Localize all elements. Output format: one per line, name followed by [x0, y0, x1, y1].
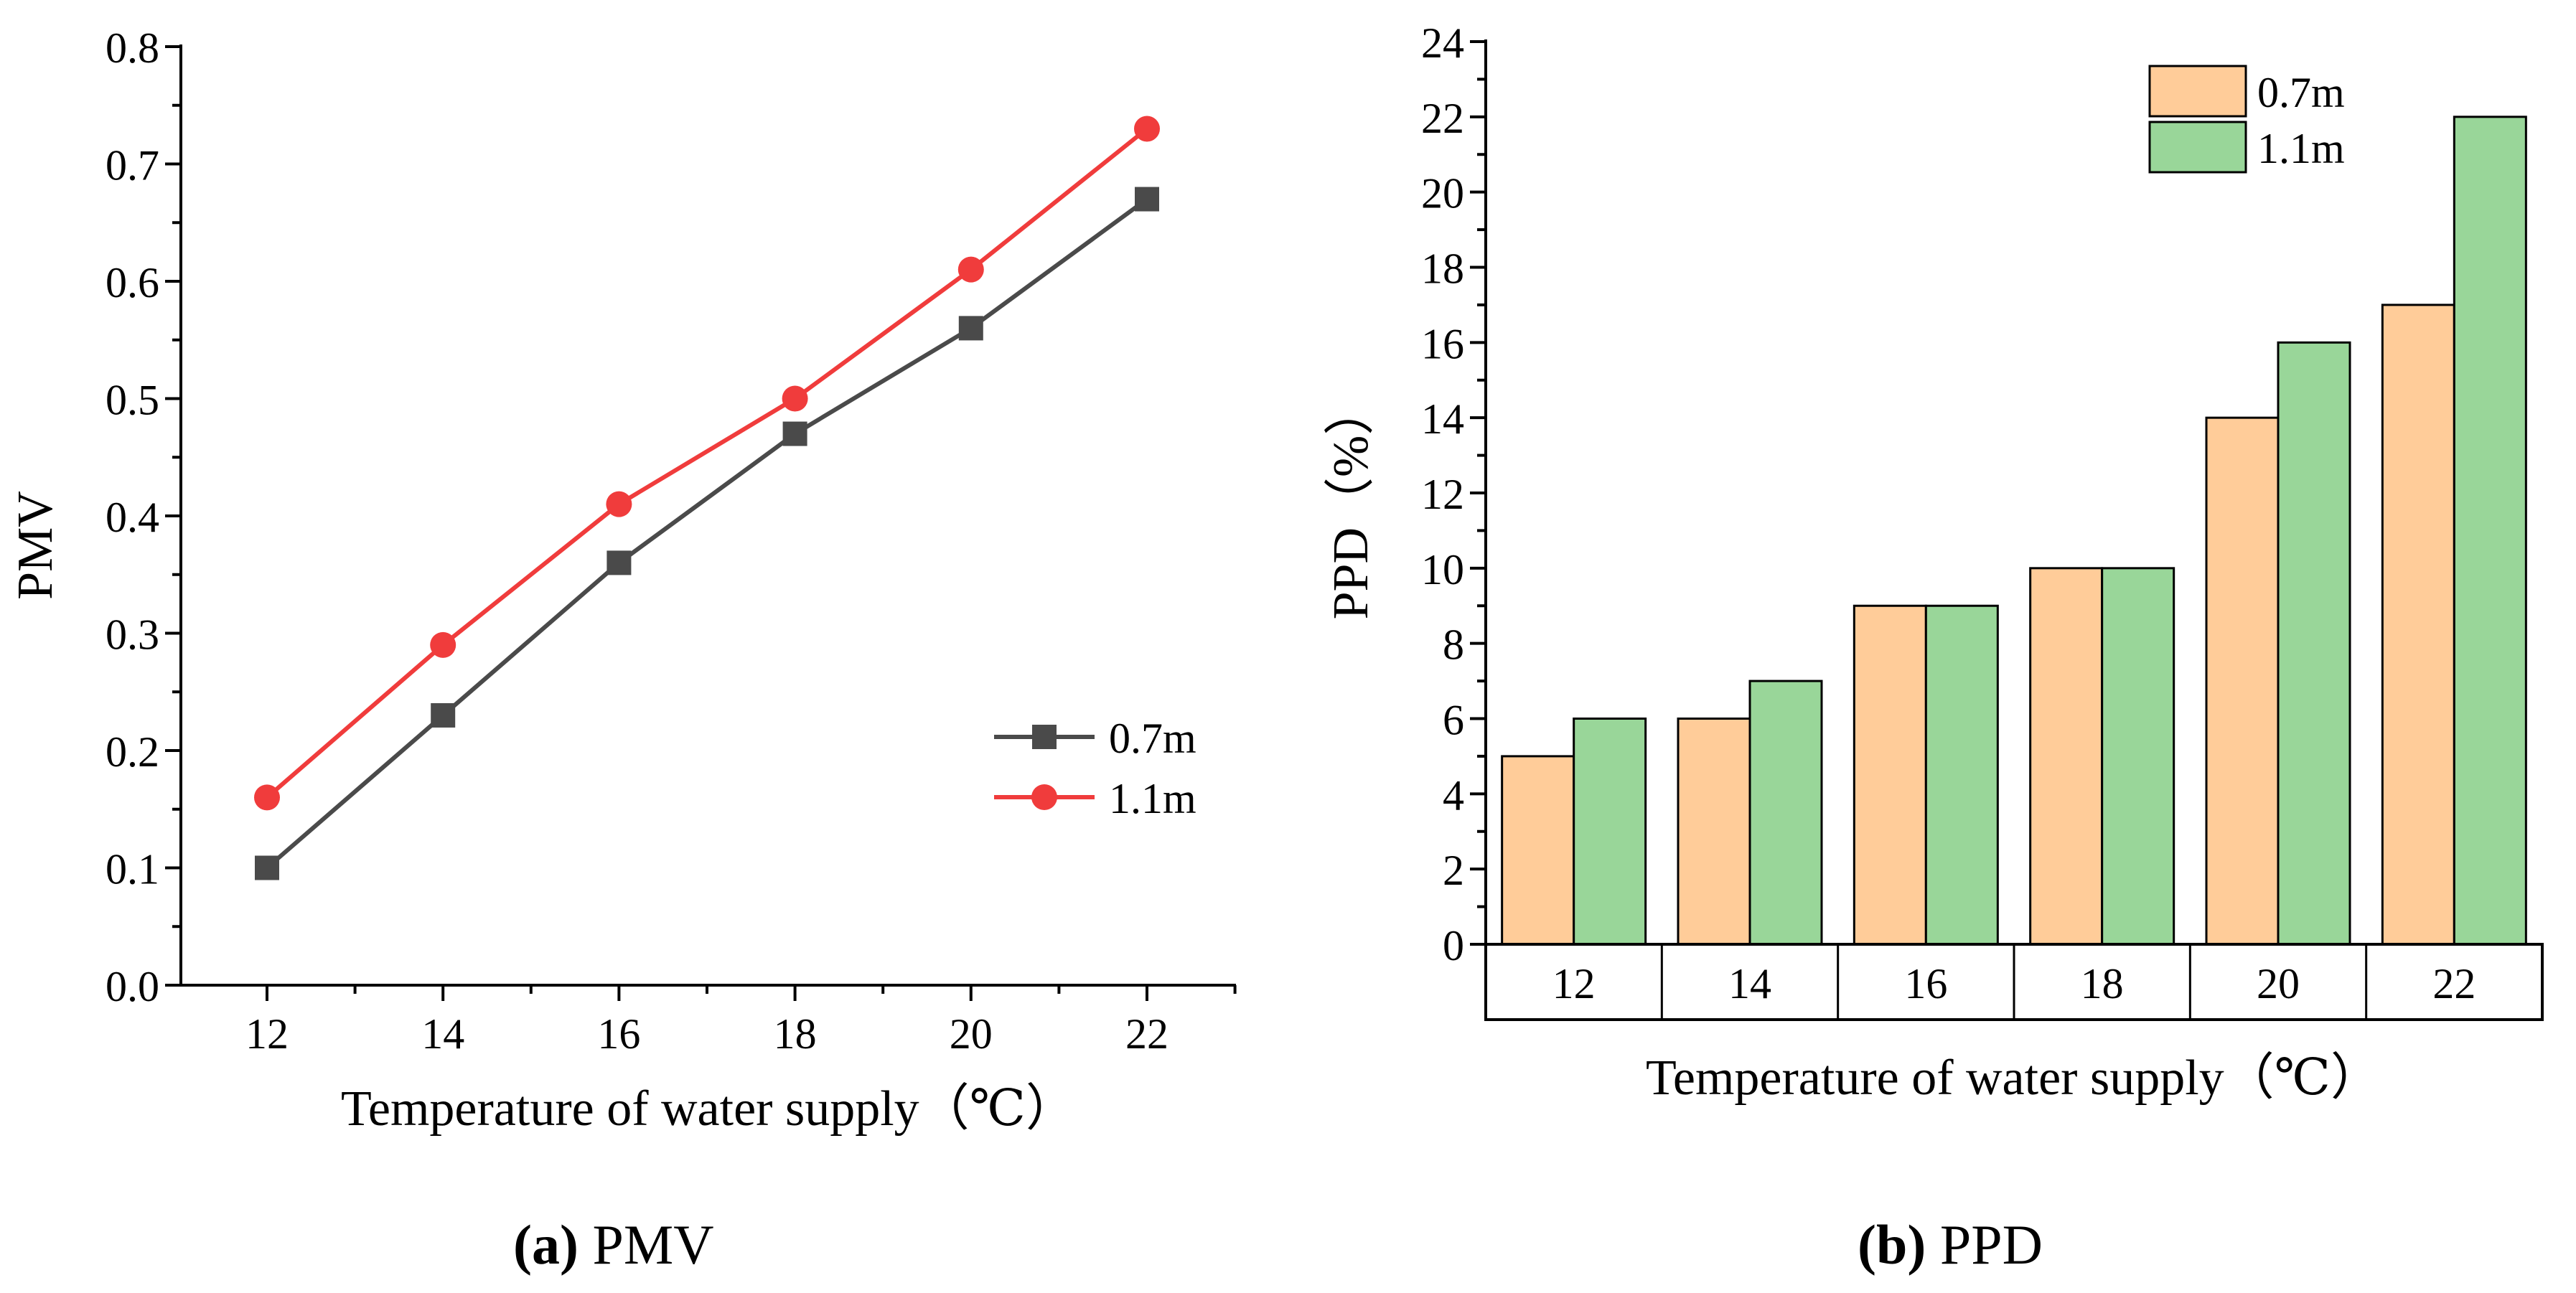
- x-tick-label: 18: [774, 1010, 817, 1058]
- bar-1.1m-12: [1573, 718, 1647, 946]
- data-point-1.1m: [957, 256, 984, 283]
- pmv-line-chart: 0.0 0.1 0.2 0.3 0.4 0.5 0.6 0.7 0.8 12 14 16 18 20 22 T…: [8, 24, 1237, 1137]
- y-tick-label: 8: [1443, 621, 1464, 669]
- y-tick-label: 2: [1443, 847, 1464, 894]
- legend-swatch-1.1m: [2148, 121, 2247, 174]
- x-tick-label: 16: [1904, 960, 1947, 1007]
- bar-0.7m-22: [2381, 304, 2455, 946]
- caption-a-letter: (a): [513, 1213, 579, 1276]
- bar-0.7m-16: [1853, 604, 1927, 946]
- series-line-0.7m: [266, 197, 1148, 870]
- y-tick-label: 10: [1421, 546, 1464, 593]
- bar-1.1m-22: [2453, 116, 2527, 946]
- x-tick-label: 20: [950, 1010, 993, 1058]
- legend-marker-1.1m: [1031, 784, 1057, 810]
- x-tick-label: 14: [421, 1010, 464, 1058]
- caption-a: (a) PMV: [513, 1213, 714, 1277]
- legend-label: 1.1m: [1109, 775, 1196, 822]
- data-point-0.7m: [431, 702, 456, 728]
- x-tick-label: 12: [245, 1010, 289, 1058]
- x-tick-label: 18: [2081, 960, 2124, 1007]
- y-tick-label: 14: [1421, 395, 1464, 443]
- y-tick-label: 18: [1421, 245, 1464, 293]
- y-tick-label: 6: [1443, 697, 1464, 744]
- bar-0.7m-12: [1501, 755, 1575, 946]
- y-tick-label: 0.6: [106, 259, 159, 306]
- x-tick-label: 12: [1552, 960, 1596, 1007]
- data-point-1.1m: [1134, 116, 1160, 142]
- x-tick-label: 22: [1125, 1010, 1168, 1058]
- y-axis-title: PPD（%）: [1324, 385, 1379, 620]
- y-tick-label: 0.0: [106, 963, 159, 1010]
- legend-label: 0.7m: [2257, 69, 2345, 116]
- legend-label: 0.7m: [1109, 715, 1196, 762]
- y-tick-label: 4: [1443, 771, 1464, 819]
- legend-marker-0.7m: [1032, 725, 1057, 749]
- series-line-1.1m: [266, 127, 1148, 799]
- x-tick-label: 22: [2432, 960, 2476, 1007]
- x-axis-title: Temperature of water supply（℃）: [341, 1081, 1076, 1137]
- x-tick-label: 20: [2257, 960, 2300, 1007]
- x-tick-label: 14: [1728, 960, 1771, 1007]
- bar-1.1m-18: [2101, 567, 2175, 946]
- data-point-0.7m: [606, 550, 632, 575]
- legend-swatch-0.7m: [2148, 65, 2247, 118]
- y-tick-label: 0.2: [106, 728, 159, 776]
- caption-b-text: PPD: [1926, 1213, 2043, 1276]
- x-axis-title: Temperature of water supply（℃）: [1646, 1050, 2381, 1106]
- bar-1.1m-14: [1748, 680, 1823, 946]
- x-tick-label: 16: [597, 1010, 640, 1058]
- data-point-0.7m: [958, 316, 983, 341]
- y-tick-label: 0.8: [106, 24, 159, 72]
- bar-0.7m-18: [2029, 567, 2104, 946]
- bar-1.1m-16: [1924, 604, 1999, 946]
- bar-0.7m-14: [1677, 718, 1751, 946]
- bar-0.7m-20: [2205, 416, 2280, 946]
- y-tick-label: 22: [1421, 95, 1464, 142]
- data-point-0.7m: [255, 855, 279, 880]
- data-point-1.1m: [782, 385, 808, 412]
- legend-label: 1.1m: [2257, 125, 2345, 172]
- y-tick-label: 0.3: [106, 611, 159, 659]
- bar-1.1m-20: [2277, 341, 2351, 946]
- y-tick-label: 16: [1421, 320, 1464, 367]
- y-tick-label: 0.4: [106, 494, 159, 541]
- y-axis-title: PMV: [8, 491, 63, 600]
- y-tick-label: 20: [1421, 170, 1464, 217]
- y-tick-label: 0.1: [106, 846, 159, 893]
- caption-a-text: PMV: [578, 1213, 714, 1276]
- caption-b-letter: (b): [1858, 1213, 1926, 1276]
- y-tick-label: 24: [1421, 19, 1464, 67]
- data-point-1.1m: [606, 491, 632, 517]
- data-point-0.7m: [782, 421, 807, 446]
- y-tick-label: 0.5: [106, 377, 159, 424]
- y-tick-label: 0: [1443, 922, 1464, 969]
- data-point-1.1m: [430, 631, 456, 658]
- data-point-0.7m: [1135, 187, 1159, 212]
- y-tick-label: 12: [1421, 471, 1464, 518]
- data-point-1.1m: [254, 784, 280, 811]
- caption-b: (b) PPD: [1858, 1213, 2043, 1277]
- y-tick-label: 0.7: [106, 142, 159, 189]
